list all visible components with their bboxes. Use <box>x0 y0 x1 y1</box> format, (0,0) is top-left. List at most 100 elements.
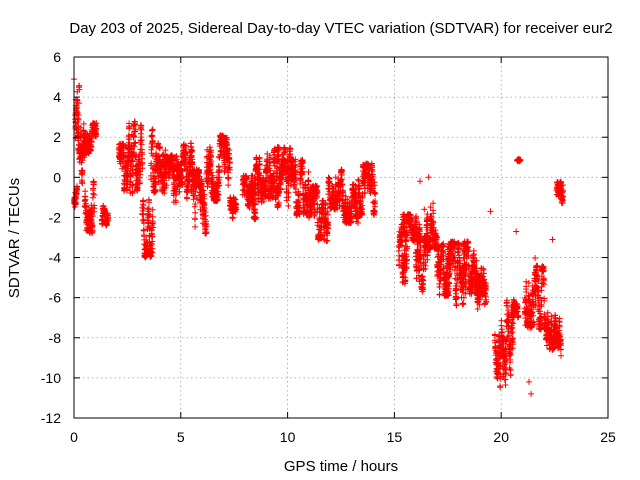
data-point <box>285 202 292 209</box>
data-point <box>129 157 136 164</box>
data-point <box>371 207 378 214</box>
data-point <box>179 179 186 186</box>
data-point <box>132 120 139 127</box>
data-point <box>149 132 156 139</box>
data-point <box>140 226 147 233</box>
data-point <box>148 252 155 259</box>
data-point <box>83 203 90 210</box>
data-point <box>74 186 81 193</box>
data-point <box>139 165 146 172</box>
data-point <box>149 138 156 145</box>
data-point <box>149 238 156 245</box>
data-point <box>126 124 133 131</box>
data-point <box>326 175 333 182</box>
data-point <box>126 136 133 143</box>
data-point <box>129 190 136 197</box>
data-point <box>189 161 196 168</box>
data-point <box>149 233 156 240</box>
data-point <box>82 188 89 195</box>
data-point <box>143 238 150 245</box>
data-point <box>163 182 170 189</box>
data-point <box>75 112 82 118</box>
data-point <box>149 126 156 133</box>
data-point <box>90 187 97 194</box>
data-point <box>137 137 144 144</box>
data-point <box>436 291 443 298</box>
data-point <box>139 151 146 158</box>
data-point <box>132 139 139 146</box>
data-point <box>89 222 96 229</box>
data-point <box>225 174 232 181</box>
data-point <box>192 223 199 230</box>
data-point <box>146 199 153 206</box>
data-point <box>91 208 98 215</box>
data-point <box>225 182 232 189</box>
data-point <box>124 186 130 193</box>
data-point <box>138 127 145 133</box>
data-point <box>93 120 100 127</box>
data-points <box>71 76 567 397</box>
data-point <box>140 205 147 212</box>
data-point <box>129 166 136 173</box>
data-point <box>80 120 87 127</box>
data-point <box>192 216 198 223</box>
data-point <box>497 384 504 391</box>
data-point <box>178 173 184 180</box>
data-point <box>151 180 158 187</box>
chart-title: Day 203 of 2025, Sidereal Day-to-day VTE… <box>69 20 612 37</box>
data-point <box>105 216 112 223</box>
data-point <box>532 255 539 261</box>
data-point <box>145 205 152 212</box>
data-point <box>148 160 155 167</box>
data-point <box>136 180 143 187</box>
data-point <box>90 181 97 188</box>
data-point <box>502 382 509 388</box>
data-point <box>79 169 86 176</box>
data-point <box>156 144 163 151</box>
data-point <box>132 126 139 133</box>
data-point <box>91 191 97 198</box>
data-point <box>74 115 81 122</box>
data-point <box>172 199 179 206</box>
data-point <box>189 147 196 154</box>
data-point <box>192 209 199 216</box>
data-point <box>93 125 100 132</box>
data-point <box>305 169 312 175</box>
data-point <box>149 206 156 213</box>
data-point <box>120 143 127 150</box>
data-point <box>137 130 144 137</box>
data-point <box>75 100 82 107</box>
data-point <box>206 144 213 151</box>
data-point <box>173 191 180 198</box>
data-point <box>80 127 87 134</box>
data-point <box>93 131 100 138</box>
data-point <box>453 302 460 309</box>
data-point <box>130 133 137 140</box>
data-point <box>190 196 197 203</box>
data-point <box>138 137 145 144</box>
data-point <box>192 201 199 207</box>
data-point <box>152 188 159 195</box>
data-point <box>162 147 169 154</box>
data-point <box>76 86 83 93</box>
data-point <box>509 329 516 336</box>
data-point <box>173 186 180 193</box>
data-point <box>150 224 156 231</box>
grid <box>74 57 608 418</box>
data-point <box>173 156 180 163</box>
data-point <box>146 211 153 218</box>
data-point <box>139 159 146 166</box>
data-point <box>184 195 190 202</box>
data-point <box>130 158 136 165</box>
data-point <box>137 171 144 178</box>
data-point <box>89 213 96 219</box>
data-point <box>134 184 141 191</box>
data-point <box>136 152 143 159</box>
data-point <box>152 179 159 186</box>
data-point <box>88 209 95 216</box>
data-point <box>131 143 138 150</box>
data-point <box>305 178 312 185</box>
data-point <box>79 180 86 187</box>
data-point <box>149 245 156 252</box>
